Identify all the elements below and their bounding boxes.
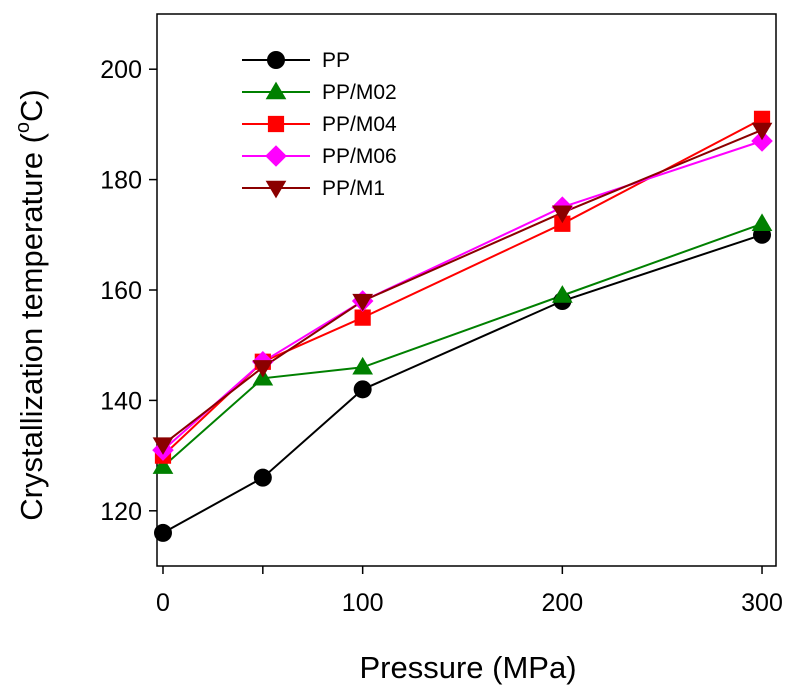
y-axis-title: Crystallization temperature (oC) — [12, 89, 49, 520]
legend-marker-pp — [267, 51, 285, 69]
legend-label-pp-m1: PP/M1 — [322, 177, 385, 200]
y-tick-label: 180 — [100, 167, 142, 195]
data-point-pp-m02 — [751, 213, 773, 231]
legend-marker-pp-m1 — [265, 180, 287, 199]
y-tick-label: 200 — [100, 56, 142, 84]
legend-label-pp-m04: PP/M04 — [322, 113, 397, 136]
legend-label-pp: PP — [322, 49, 350, 72]
x-tick-label: 300 — [741, 589, 783, 617]
x-tick-label: 0 — [156, 589, 170, 617]
y-axis-title-superscript: o — [12, 122, 34, 133]
plot-frame — [156, 13, 777, 567]
data-point-pp — [153, 523, 172, 542]
legend-marker-pp-m06 — [265, 145, 287, 167]
y-axis-title-main: Crystallization temperature ( — [14, 132, 49, 520]
x-tick-label: 100 — [342, 589, 384, 617]
legend-marker-pp-m04 — [267, 115, 285, 133]
legend-label-pp-m06: PP/M06 — [322, 145, 397, 168]
legend-label-pp-m02: PP/M02 — [322, 81, 397, 104]
data-point-pp-m04 — [554, 215, 571, 232]
x-axis-title: Pressure (MPa) — [359, 650, 576, 685]
data-point-pp-m1 — [152, 437, 174, 455]
y-tick-label: 140 — [100, 387, 142, 415]
data-point-pp — [353, 380, 372, 399]
data-point-pp-m1 — [551, 205, 573, 224]
data-point-pp-m02 — [152, 456, 174, 474]
data-point-pp-m02 — [352, 356, 374, 375]
series-line-pp-m04 — [162, 118, 763, 457]
data-point-pp-m1 — [252, 360, 274, 378]
data-point-pp-m02 — [551, 285, 573, 303]
series-line-pp-m1 — [162, 128, 763, 446]
y-tick-label: 120 — [100, 498, 142, 526]
data-point-pp-m1 — [751, 122, 773, 141]
y-axis-title-unit: C) — [14, 89, 49, 122]
legend-marker-pp-m02 — [265, 81, 287, 100]
data-point-pp — [253, 468, 272, 487]
series-line-pp — [162, 233, 763, 534]
data-point-pp-m06 — [751, 130, 773, 152]
data-point-pp-m04 — [354, 309, 371, 326]
data-point-pp-m1 — [352, 293, 374, 312]
y-tick-label: 160 — [100, 277, 142, 305]
x-tick-label: 200 — [541, 589, 583, 617]
